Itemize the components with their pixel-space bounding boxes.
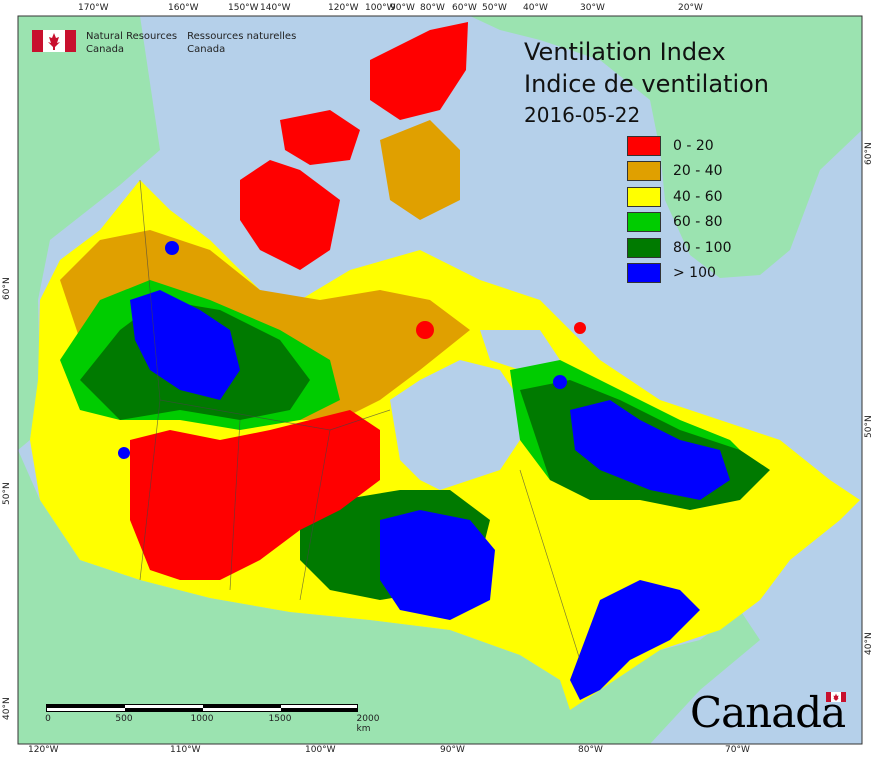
scale-bar-graphic	[46, 704, 358, 712]
legend-swatch	[627, 135, 661, 156]
graticule-label-bottom: 90°W	[440, 745, 465, 755]
graticule-label-top: 60°W	[452, 3, 477, 13]
baffin-orange	[380, 120, 460, 220]
graticule-label-right: 60°N	[864, 142, 874, 165]
hotspot-red	[574, 322, 586, 334]
arctic-islands-west	[240, 160, 340, 270]
legend-swatch	[627, 237, 661, 258]
agency-en-line2: Canada	[86, 44, 125, 55]
scale-tick-label: 1500	[268, 714, 292, 724]
scale-bar: 0 500 1000 1500 2000 km	[45, 704, 379, 734]
legend-label: 60 - 80	[673, 214, 723, 231]
graticule-label-top: 160°W	[168, 3, 199, 13]
legend-label: 80 - 100	[673, 239, 732, 256]
nrcan-fr: Ressources naturelles Canada	[187, 30, 296, 56]
blue-east	[570, 400, 730, 500]
province-boundaries	[139, 179, 581, 661]
legend-swatch	[627, 263, 661, 284]
graticule-label-right: 50°N	[864, 415, 874, 438]
hudson-bay	[390, 360, 520, 490]
graticule-label-top: 100°W	[365, 3, 396, 13]
graticule-label-top: 80°W	[420, 3, 445, 13]
graticule-label-left: 40°N	[2, 697, 12, 720]
legend-item: 40 - 60	[627, 184, 732, 210]
legend-label: 20 - 40	[673, 163, 723, 180]
united-states	[18, 450, 760, 744]
scale-tick-label: 2000 km	[356, 714, 380, 734]
agency-fr-line1: Ressources naturelles	[187, 31, 297, 42]
map-border	[17, 15, 863, 745]
graticule-label-left: 60°N	[2, 277, 12, 300]
legend-label: 0 - 20	[673, 137, 714, 154]
title-fr: Indice de ventilation	[524, 70, 770, 98]
graticule-label-top: 50°W	[482, 3, 507, 13]
graticule-label-bottom: 80°W	[578, 745, 603, 755]
arctic-islands-center	[280, 110, 360, 165]
red-prairies	[130, 410, 380, 580]
graticule-label-left: 50°N	[2, 482, 12, 505]
canada-wordmark-flag-icon	[826, 692, 846, 702]
canada-flag-icon	[32, 30, 76, 52]
graticule-label-top: 90°W	[390, 3, 415, 13]
alaska	[18, 16, 160, 450]
agency-en-line1: Natural Resources	[86, 31, 178, 42]
graticule-label-top: 40°W	[523, 3, 548, 13]
legend-item: 60 - 80	[627, 210, 732, 236]
hotspot-blue	[553, 375, 567, 389]
scale-bar-labels: 0 500 1000 1500 2000 km	[45, 712, 379, 734]
graticule-label-top: 20°W	[678, 3, 703, 13]
legend-label: 40 - 60	[673, 188, 723, 205]
graticule-label-top: 120°W	[328, 3, 359, 13]
legend-item: 80 - 100	[627, 235, 732, 261]
canada-wordmark: Canada	[690, 688, 846, 737]
greenland	[470, 16, 862, 278]
map-title: Ventilation Index Indice de ventilation …	[524, 36, 769, 130]
graticule-label-top: 30°W	[580, 3, 605, 13]
nrcan-signature: Natural Resources Canada Ressources natu…	[32, 30, 296, 56]
legend-swatch	[627, 212, 661, 233]
arctic-islands-north	[370, 22, 468, 120]
title-en: Ventilation Index	[524, 38, 726, 66]
graticule-label-bottom: 110°W	[170, 745, 201, 755]
graticule-label-bottom: 100°W	[305, 745, 336, 755]
scale-tick-label: 500	[115, 714, 133, 724]
scale-tick-label: 0	[45, 714, 51, 724]
hotspot-blue	[118, 447, 130, 459]
graticule-label-bottom: 70°W	[725, 745, 750, 755]
graticule-label-bottom: 120°W	[28, 745, 59, 755]
legend-swatch	[627, 161, 661, 182]
blue-central	[380, 510, 495, 620]
graticule-label-top: 140°W	[260, 3, 291, 13]
graticule-label-top: 150°W	[228, 3, 259, 13]
hotspot-red	[416, 321, 434, 339]
graticule-label-right: 40°N	[864, 632, 874, 655]
legend: 0 - 20 20 - 40 40 - 60 60 - 80 80 - 100 > 100	[627, 133, 732, 286]
hotspot-blue	[165, 241, 179, 255]
nrcan-en: Natural Resources Canada	[86, 30, 177, 56]
legend-item: > 100	[627, 261, 732, 287]
agency-fr-line2: Canada	[187, 44, 226, 55]
graticule-label-top: 170°W	[78, 3, 109, 13]
legend-item: 20 - 40	[627, 159, 732, 185]
legend-label: > 100	[673, 265, 716, 282]
scale-tick-label: 1000	[190, 714, 214, 724]
legend-item: 0 - 20	[627, 133, 732, 159]
hudson-strait	[480, 330, 560, 370]
legend-swatch	[627, 186, 661, 207]
blue-southeast	[570, 580, 700, 700]
title-date: 2016-05-22	[524, 103, 641, 127]
